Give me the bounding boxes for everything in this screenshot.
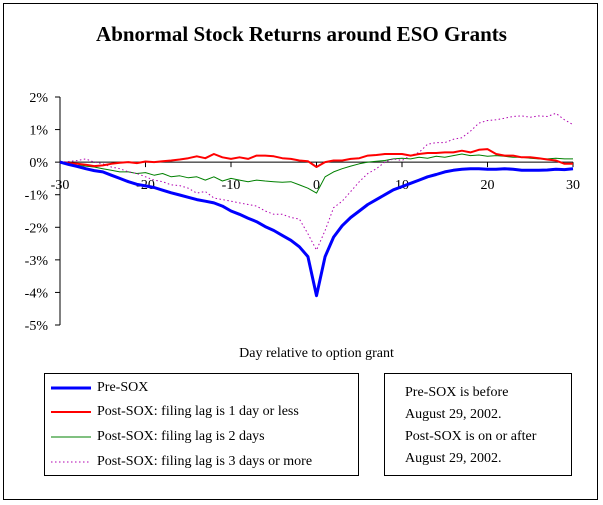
legend-label-pre-sox: Pre-SOX [97, 380, 149, 395]
y-tick-label: 2% [29, 91, 48, 106]
note-line: Post-SOX is on or after [405, 429, 537, 444]
series-line-0 [59, 160, 574, 298]
legend-item-pre-sox: Pre-SOX [51, 378, 148, 398]
series-line-1 [59, 148, 573, 168]
note-line: August 29, 2002. [405, 407, 502, 422]
y-tick-labels: 2% 1% 0% -1% -2% -3% -4% -5% [25, 91, 49, 334]
legend-label-post-sox-1day: Post-SOX: filing lag is 1 day or less [97, 404, 299, 419]
legend-swatch-post-sox-3days [51, 461, 91, 463]
legend-item-post-sox-1day: Post-SOX: filing lag is 1 day or less [51, 402, 299, 422]
x-tick-label: 30 [566, 178, 580, 193]
chart-title: Abnormal Stock Returns around ESO Grants [96, 22, 507, 46]
x-tick-label: 20 [481, 178, 495, 193]
y-tick-label: -2% [25, 221, 49, 236]
y-tick-label: 1% [29, 124, 48, 139]
series-line-2 [59, 153, 573, 194]
legend-swatch-pre-sox [51, 386, 91, 390]
y-tick-label: -4% [25, 286, 49, 301]
legend-swatch-post-sox-1day [51, 411, 91, 413]
legend-label-post-sox-3days: Post-SOX: filing lag is 3 days or more [97, 454, 313, 469]
note-box: Pre-SOX is before August 29, 2002. Post-… [384, 373, 572, 476]
y-tick-label: -1% [25, 189, 49, 204]
legend: Pre-SOX Post-SOX: filing lag is 1 day or… [44, 373, 359, 476]
note-line: August 29, 2002. [405, 451, 502, 466]
y-tick-label: -3% [25, 254, 49, 269]
legend-item-post-sox-3days: Post-SOX: filing lag is 3 days or more [51, 452, 312, 472]
x-tick-label: -30 [51, 178, 70, 193]
series-line-3 [59, 112, 574, 251]
x-axis-label: Day relative to option grant [239, 346, 394, 361]
x-tick-labels: -30 -20 -10 0 10 20 30 [51, 178, 580, 193]
y-tick-label: -5% [25, 319, 49, 334]
x-tick-label: 0 [313, 178, 320, 193]
series-lines [59, 112, 574, 298]
legend-label-post-sox-2days: Post-SOX: filing lag is 2 days [97, 429, 265, 444]
chart-frame [3, 3, 598, 500]
y-tick-label: 0% [29, 156, 48, 171]
note-line: Pre-SOX is before [405, 385, 509, 400]
legend-item-post-sox-2days: Post-SOX: filing lag is 2 days [51, 427, 265, 447]
x-tick-label: -10 [222, 178, 241, 193]
legend-swatch-post-sox-2days [51, 436, 91, 438]
